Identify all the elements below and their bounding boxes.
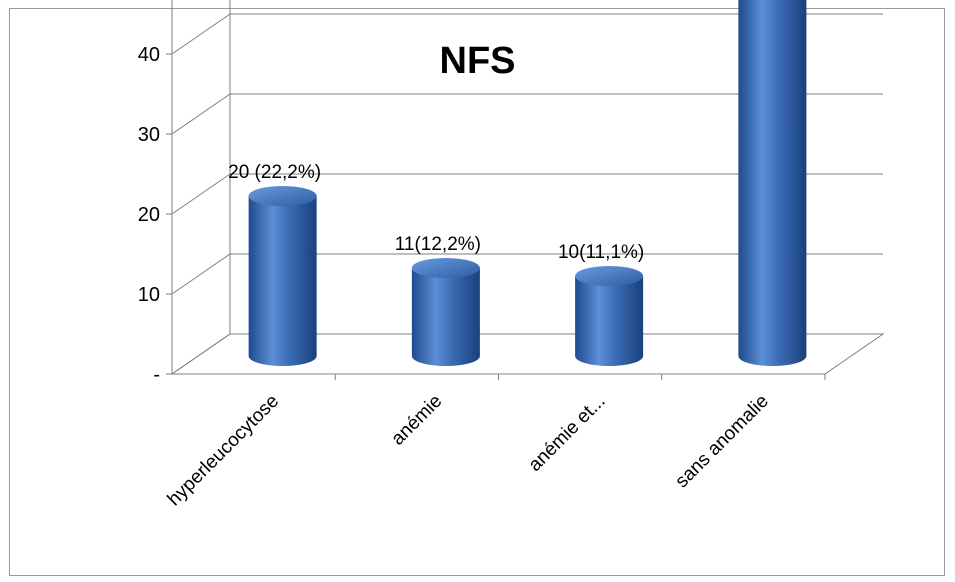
y-tick-label: 20	[138, 204, 160, 226]
gridline-side	[171, 253, 231, 295]
gridline-side	[171, 93, 231, 135]
x-category-label: hyperleucocytose	[164, 391, 283, 510]
y-tick-label: -	[153, 364, 160, 386]
bar	[575, 276, 644, 367]
bar	[738, 0, 807, 366]
gridline-side	[171, 13, 231, 55]
chart-floor	[170, 333, 885, 375]
gridline-side	[171, 173, 231, 215]
data-label: 10(11,1%)	[558, 242, 644, 263]
bar	[248, 196, 317, 367]
bar	[411, 268, 480, 367]
y-tick-label: 40	[138, 44, 160, 66]
x-category-label: anémie	[387, 391, 446, 450]
bar-top	[575, 266, 644, 286]
data-label: 11(12,2%)	[395, 234, 481, 255]
x-category-label: anémie et...	[525, 391, 610, 476]
chart-title: NFS	[439, 40, 516, 82]
x-category-label: sans anomalie	[671, 391, 772, 492]
bar-top	[248, 186, 317, 206]
y-tick-label: 10	[138, 284, 160, 306]
data-label: 20 (22,2%)	[228, 162, 321, 183]
bar-top	[411, 258, 480, 278]
y-tick-label: 30	[138, 124, 160, 146]
